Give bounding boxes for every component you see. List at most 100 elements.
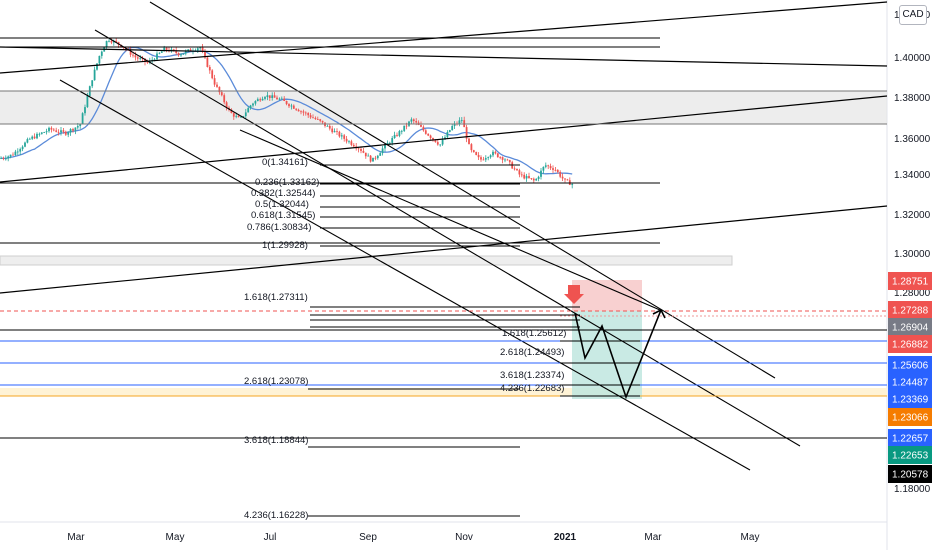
- candle: [492, 149, 494, 158]
- candle: [290, 103, 293, 110]
- candle: [412, 118, 415, 124]
- candle-body: [528, 176, 530, 179]
- candle: [480, 155, 482, 162]
- candle-body: [146, 61, 149, 63]
- candle-body: [151, 59, 154, 61]
- candle-body: [79, 124, 82, 127]
- candle: [422, 125, 425, 132]
- candle: [50, 126, 53, 133]
- candle: [165, 47, 168, 53]
- candle-body: [516, 169, 518, 171]
- time-tick-label: Mar: [67, 532, 85, 543]
- candle-body: [412, 119, 415, 122]
- channel-line-1: [149, 1, 776, 379]
- candle-body: [160, 51, 163, 53]
- candle-body: [57, 131, 60, 133]
- candle: [45, 128, 48, 135]
- candle: [40, 132, 43, 135]
- candle-body: [470, 144, 473, 151]
- candle: [309, 113, 312, 119]
- candle: [424, 129, 427, 135]
- candle-body: [86, 95, 89, 108]
- candle: [523, 172, 526, 180]
- candle-body: [184, 50, 187, 54]
- price-badge-label: 1.28751: [892, 277, 929, 288]
- candle: [369, 155, 372, 163]
- candle-body: [288, 104, 290, 107]
- candle-body: [302, 111, 305, 113]
- candle-body: [244, 112, 247, 117]
- candle: [38, 132, 41, 137]
- time-tick-label: May: [741, 532, 760, 543]
- candle: [31, 135, 34, 141]
- candle: [393, 131, 396, 139]
- price-badge: 1.26882: [888, 335, 932, 353]
- candle-body: [199, 47, 202, 49]
- candle: [100, 50, 103, 59]
- candle-body: [134, 55, 137, 58]
- candle: [67, 131, 70, 138]
- candle: [460, 117, 463, 123]
- candle-body: [316, 119, 319, 120]
- candle: [458, 117, 461, 127]
- candle-body: [266, 95, 269, 98]
- candle: [475, 151, 478, 156]
- candle-body: [240, 116, 242, 118]
- candle: [472, 149, 475, 153]
- candle-body: [21, 146, 24, 150]
- candle-body: [384, 144, 386, 149]
- candle-body: [196, 48, 199, 51]
- candle-body: [364, 152, 367, 157]
- currency-label[interactable]: CAD: [899, 5, 927, 25]
- candle: [516, 168, 518, 171]
- candle: [528, 172, 530, 179]
- candle: [547, 164, 550, 170]
- candle-body: [542, 166, 545, 171]
- candle-body: [69, 129, 72, 133]
- candle-body: [43, 132, 46, 133]
- candle: [278, 97, 281, 101]
- candle: [158, 52, 161, 55]
- candle-body: [52, 129, 55, 131]
- candle: [182, 53, 185, 55]
- candle-body: [254, 101, 257, 104]
- candle-body: [74, 127, 77, 131]
- candle-body: [218, 86, 221, 93]
- price-badge-bg: [888, 465, 932, 483]
- candle-body: [477, 154, 480, 158]
- candle-body: [110, 40, 113, 43]
- candle-body: [91, 80, 94, 87]
- candle-body: [398, 131, 401, 136]
- candle: [206, 56, 209, 68]
- candle-body: [424, 130, 427, 134]
- candle-body: [405, 125, 408, 127]
- candle-body: [45, 131, 48, 133]
- candle: [12, 152, 14, 156]
- candle: [0, 156, 2, 160]
- candle-body: [420, 124, 422, 127]
- candle-body: [33, 136, 36, 139]
- fib-label: 0.786(1.30834): [247, 222, 311, 233]
- candle: [540, 167, 542, 180]
- trendline-mid-rising: [0, 95, 888, 183]
- candle-body: [350, 141, 353, 145]
- candle: [180, 53, 182, 57]
- fib-label: 0.382(1.32544): [251, 188, 315, 199]
- candle: [62, 128, 65, 134]
- fib-label: 0.618(1.31545): [251, 210, 315, 221]
- price-badge-label: 1.20578: [892, 470, 929, 481]
- candle-body: [2, 158, 5, 160]
- candle-body: [336, 131, 338, 132]
- candle-body: [506, 159, 509, 161]
- candle: [451, 123, 454, 131]
- candle-body: [67, 132, 70, 135]
- candle-body: [12, 154, 14, 156]
- candle: [506, 158, 509, 161]
- candle-body: [393, 134, 396, 139]
- candle: [340, 132, 343, 140]
- price-badge-bg: [888, 272, 932, 290]
- candle-body: [105, 40, 108, 48]
- candle-body: [309, 115, 312, 118]
- candle: [487, 156, 490, 161]
